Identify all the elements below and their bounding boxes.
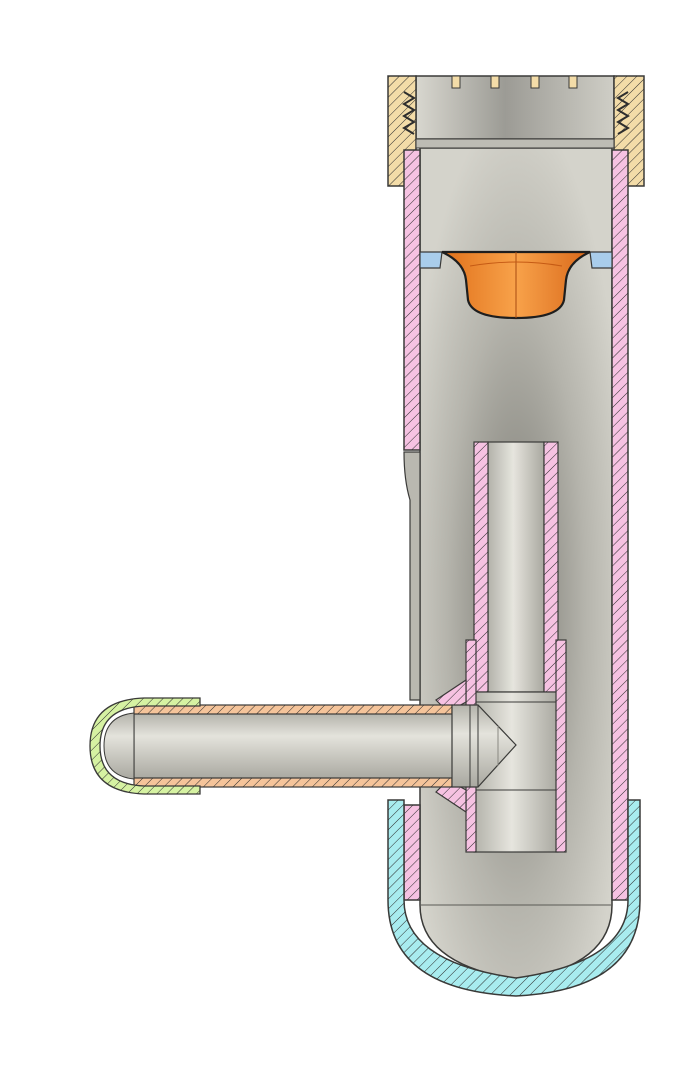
- seat-washer: [419, 251, 613, 269]
- side-end-cap: [89, 697, 201, 795]
- main-tube-wall-lower-left: [403, 804, 421, 901]
- bottom-dome-cap: [387, 799, 641, 997]
- side-tube: [133, 704, 517, 788]
- inner-tube: [473, 441, 559, 693]
- top-threaded-cap: [387, 75, 645, 187]
- main-tube-wall-right: [611, 149, 629, 901]
- main-tube-wall-left: [403, 149, 421, 451]
- float-valve: [441, 250, 591, 320]
- outer-side-channel: [403, 451, 421, 701]
